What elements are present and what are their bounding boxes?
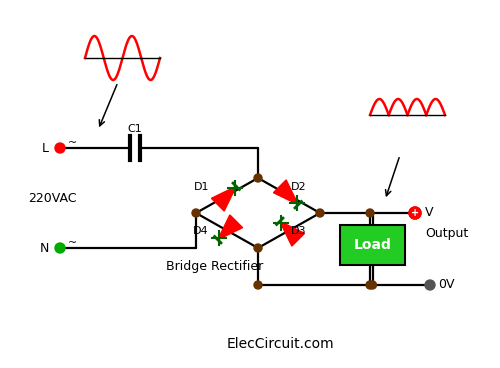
Text: D3: D3 [291, 226, 306, 237]
Circle shape [254, 244, 262, 252]
Text: 220VAC: 220VAC [28, 191, 76, 205]
Circle shape [254, 174, 262, 182]
Text: Output: Output [425, 227, 468, 240]
Text: Bridge Rectifier: Bridge Rectifier [166, 260, 264, 273]
Text: 0V: 0V [438, 279, 454, 291]
Polygon shape [218, 215, 242, 240]
Circle shape [366, 209, 374, 217]
Text: C1: C1 [128, 124, 142, 134]
Text: +: + [411, 208, 419, 218]
Text: ElecCircuit.com: ElecCircuit.com [226, 337, 334, 351]
Circle shape [425, 280, 435, 290]
Text: ~: ~ [68, 138, 77, 148]
Text: ~: ~ [68, 238, 77, 248]
Text: L: L [42, 142, 49, 155]
Circle shape [55, 143, 65, 153]
Circle shape [254, 281, 262, 289]
Circle shape [409, 207, 421, 219]
Text: D4: D4 [194, 226, 209, 237]
Text: V: V [425, 206, 434, 219]
Circle shape [316, 209, 324, 217]
Circle shape [366, 281, 374, 289]
Circle shape [55, 243, 65, 253]
Circle shape [409, 207, 421, 219]
Bar [340, 225, 405, 265]
Polygon shape [280, 221, 304, 246]
Circle shape [368, 281, 376, 289]
Polygon shape [212, 186, 236, 211]
Text: D1: D1 [194, 181, 209, 191]
Text: Load: Load [354, 238, 392, 252]
Text: N: N [40, 241, 49, 255]
Text: D2: D2 [291, 181, 306, 191]
Circle shape [192, 209, 200, 217]
Polygon shape [274, 180, 298, 205]
